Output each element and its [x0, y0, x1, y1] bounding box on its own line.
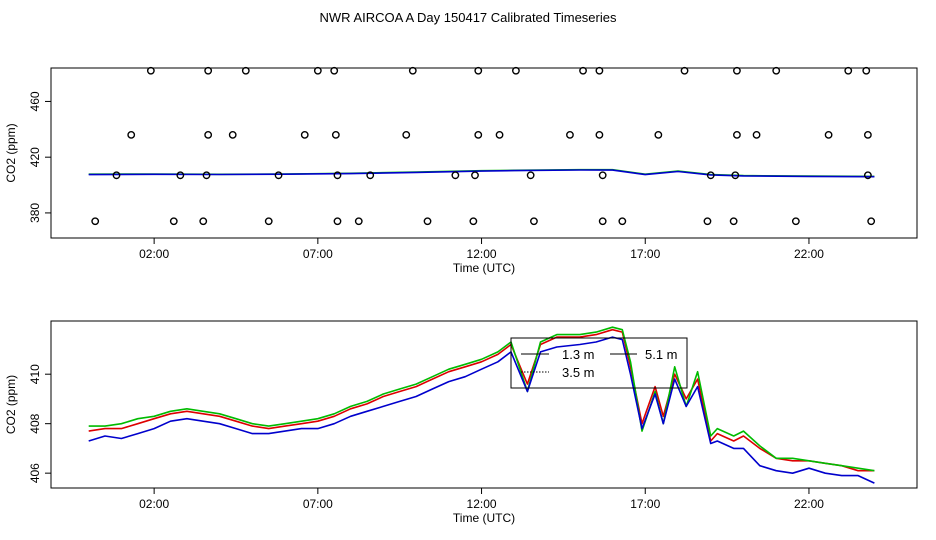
scatter-point — [366, 171, 375, 180]
bottom-x-tick-label: 02:00 — [139, 497, 169, 511]
scatter-point — [402, 130, 411, 139]
bottom-x-axis-label: Time (UTC) — [453, 511, 515, 525]
scatter-point — [495, 130, 504, 139]
scatter-point — [733, 130, 741, 139]
scatter-point — [791, 217, 800, 226]
scatter-point — [274, 171, 283, 180]
scatter-point — [844, 66, 853, 75]
scatter-point — [512, 66, 520, 75]
top-x-tick-label: 17:00 — [630, 247, 660, 261]
legend-box — [510, 337, 688, 389]
scatter-point — [566, 130, 574, 139]
scatter-point — [579, 66, 587, 75]
scatter-point — [863, 171, 872, 180]
scatter-point — [752, 130, 761, 139]
scatter-point — [199, 217, 208, 226]
top-x-tick-label: 22:00 — [794, 247, 824, 261]
scatter-point — [772, 66, 781, 75]
scatter-point — [733, 66, 741, 75]
scatter-point — [530, 217, 538, 226]
bottom-x-tick-label: 17:00 — [630, 497, 660, 511]
scatter-point — [469, 217, 478, 226]
scatter-point — [451, 171, 460, 180]
scatter-point — [354, 217, 363, 226]
scatter-point — [706, 171, 715, 180]
bottom-plot-frame — [50, 320, 918, 489]
scatter-point — [313, 66, 322, 75]
scatter-point — [333, 217, 342, 226]
scatter-point — [333, 171, 342, 180]
scatter-point — [654, 130, 663, 139]
scatter-point — [703, 217, 712, 226]
bottom-panel: 02:00 07:00 12:00 17:00 22:00 406 408 410 Time (… — [4, 320, 918, 525]
bottom-x-tick-label: 22:00 — [794, 497, 824, 511]
top-panel: 02:00 07:00 12:00 17:00 22:00 380 420 460 Time (… — [4, 66, 918, 275]
scatter-point — [731, 171, 740, 180]
scatter-point — [863, 130, 872, 139]
scatter-point — [526, 171, 535, 180]
top-x-axis-label: Time (UTC) — [453, 261, 515, 275]
scatter-point — [862, 66, 871, 75]
scatter-point — [204, 66, 213, 75]
top-y-tick-label: 420 — [28, 147, 42, 167]
scatter-point — [264, 217, 273, 226]
scatter-point — [127, 130, 136, 139]
scatter-point — [228, 130, 237, 139]
scatter-point — [176, 171, 185, 180]
bottom-x-tick-label: 07:00 — [303, 497, 333, 511]
top-series-line — [88, 169, 875, 178]
bottom-series-line — [88, 328, 875, 472]
top-x-tick-label: 12:00 — [467, 247, 497, 261]
scatter-point — [680, 66, 689, 75]
top-y-axis-label: CO2 (ppm) — [4, 123, 18, 182]
bottom-series-line — [88, 326, 875, 472]
scatter-point — [598, 171, 607, 180]
legend-label: 5.1 m — [645, 347, 678, 362]
scatter-point — [146, 66, 155, 75]
scatter-point — [300, 130, 309, 139]
legend-label: 1.3 m — [562, 347, 595, 362]
scatter-point — [330, 66, 339, 75]
scatter-point — [112, 171, 121, 180]
scatter-point — [729, 217, 738, 226]
scatter-point — [598, 217, 607, 226]
scatter-point — [474, 130, 483, 139]
scatter-point — [595, 130, 604, 139]
scatter-point — [91, 217, 100, 226]
top-x-tick-label: 02:00 — [139, 247, 169, 261]
bottom-x-tick-label: 12:00 — [467, 497, 497, 511]
top-y-tick-label: 380 — [28, 203, 42, 223]
bottom-y-tick-label: 410 — [28, 364, 42, 384]
bottom-y-axis-label: CO2 (ppm) — [4, 375, 18, 434]
bottom-y-tick-label: 406 — [28, 463, 42, 483]
scatter-point — [618, 217, 627, 226]
scatter-point — [408, 66, 417, 75]
scatter-point — [824, 130, 833, 139]
scatter-point — [423, 217, 432, 226]
legend: 1.3 m 5.1 m 3.5 m — [510, 337, 688, 389]
top-plot-frame — [50, 67, 918, 239]
scatter-point — [204, 130, 213, 139]
scatter-point — [169, 217, 178, 226]
top-y-tick-label: 460 — [28, 91, 42, 111]
scatter-point — [595, 66, 604, 75]
scatter-point — [471, 171, 479, 180]
top-x-tick-label: 07:00 — [303, 247, 333, 261]
scatter-point — [867, 217, 876, 226]
bottom-y-tick-label: 408 — [28, 413, 42, 433]
scatter-point — [331, 130, 340, 139]
scatter-point — [202, 171, 211, 180]
chart-title: NWR AIRCOA A Day 150417 Calibrated Times… — [320, 10, 617, 25]
scatter-point — [241, 66, 250, 75]
scatter-point — [474, 66, 483, 75]
legend-label: 3.5 m — [562, 365, 595, 380]
